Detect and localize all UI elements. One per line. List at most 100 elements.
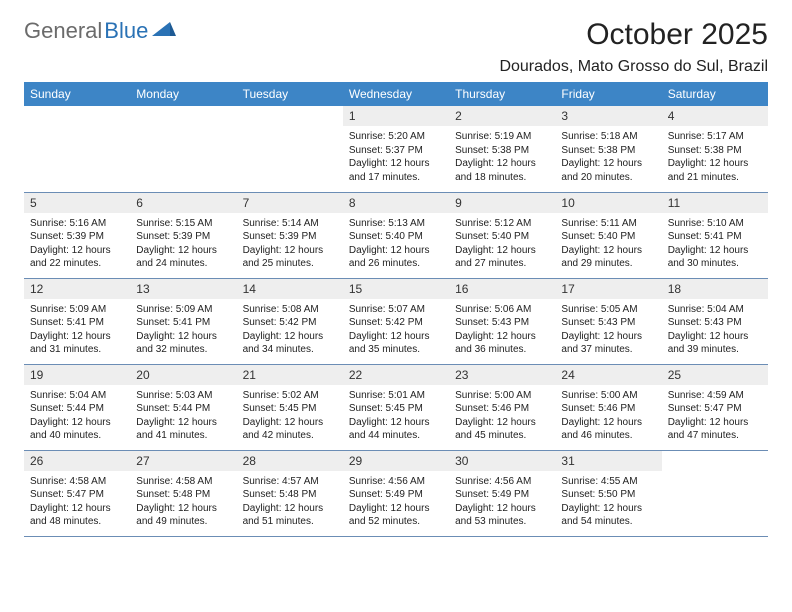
daylight-text: Daylight: 12 hours and 48 minutes. (30, 502, 124, 529)
calendar-cell: 27Sunrise: 4:58 AMSunset: 5:48 PMDayligh… (130, 450, 236, 536)
daylight-text: Daylight: 12 hours and 25 minutes. (243, 244, 337, 271)
daylight-text: Daylight: 12 hours and 18 minutes. (455, 157, 549, 184)
sunset-text: Sunset: 5:40 PM (561, 230, 655, 244)
sunrise-text: Sunrise: 5:08 AM (243, 303, 337, 317)
day-details: Sunrise: 5:00 AMSunset: 5:46 PMDaylight:… (555, 385, 661, 447)
calendar-cell: 14Sunrise: 5:08 AMSunset: 5:42 PMDayligh… (237, 278, 343, 364)
day-details: Sunrise: 4:55 AMSunset: 5:50 PMDaylight:… (555, 471, 661, 533)
sunset-text: Sunset: 5:38 PM (561, 144, 655, 158)
sunset-text: Sunset: 5:42 PM (349, 316, 443, 330)
day-number: 8 (343, 193, 449, 213)
day-number: 31 (555, 451, 661, 471)
sunrise-text: Sunrise: 4:56 AM (455, 475, 549, 489)
sunset-text: Sunset: 5:44 PM (30, 402, 124, 416)
daylight-text: Daylight: 12 hours and 26 minutes. (349, 244, 443, 271)
title-block: October 2025 Dourados, Mato Grosso do Su… (499, 18, 768, 76)
calendar-row: 12Sunrise: 5:09 AMSunset: 5:41 PMDayligh… (24, 278, 768, 364)
sunset-text: Sunset: 5:40 PM (455, 230, 549, 244)
sunrise-text: Sunrise: 5:17 AM (668, 130, 762, 144)
daylight-text: Daylight: 12 hours and 41 minutes. (136, 416, 230, 443)
day-details: Sunrise: 5:03 AMSunset: 5:44 PMDaylight:… (130, 385, 236, 447)
calendar-body: 1Sunrise: 5:20 AMSunset: 5:37 PMDaylight… (24, 106, 768, 536)
sunrise-text: Sunrise: 4:58 AM (30, 475, 124, 489)
logo: GeneralBlue (24, 18, 176, 44)
sunrise-text: Sunrise: 4:58 AM (136, 475, 230, 489)
sunset-text: Sunset: 5:45 PM (349, 402, 443, 416)
daylight-text: Daylight: 12 hours and 37 minutes. (561, 330, 655, 357)
day-details: Sunrise: 4:58 AMSunset: 5:47 PMDaylight:… (24, 471, 130, 533)
day-number: 1 (343, 106, 449, 126)
calendar-cell: 13Sunrise: 5:09 AMSunset: 5:41 PMDayligh… (130, 278, 236, 364)
daylight-text: Daylight: 12 hours and 32 minutes. (136, 330, 230, 357)
day-details: Sunrise: 5:11 AMSunset: 5:40 PMDaylight:… (555, 213, 661, 275)
day-number: 15 (343, 279, 449, 299)
weekday-header: Friday (555, 82, 661, 106)
sunrise-text: Sunrise: 5:11 AM (561, 217, 655, 231)
location-text: Dourados, Mato Grosso do Sul, Brazil (499, 58, 768, 76)
sunset-text: Sunset: 5:48 PM (136, 488, 230, 502)
sunrise-text: Sunrise: 5:09 AM (30, 303, 124, 317)
sunrise-text: Sunrise: 5:18 AM (561, 130, 655, 144)
calendar-cell: 2Sunrise: 5:19 AMSunset: 5:38 PMDaylight… (449, 106, 555, 192)
day-details: Sunrise: 4:58 AMSunset: 5:48 PMDaylight:… (130, 471, 236, 533)
logo-text-gray: General (24, 18, 102, 44)
sunrise-text: Sunrise: 5:19 AM (455, 130, 549, 144)
sunset-text: Sunset: 5:38 PM (668, 144, 762, 158)
sunset-text: Sunset: 5:46 PM (455, 402, 549, 416)
day-number: 21 (237, 365, 343, 385)
calendar-cell: 17Sunrise: 5:05 AMSunset: 5:43 PMDayligh… (555, 278, 661, 364)
sunset-text: Sunset: 5:47 PM (668, 402, 762, 416)
calendar-cell: 26Sunrise: 4:58 AMSunset: 5:47 PMDayligh… (24, 450, 130, 536)
sunset-text: Sunset: 5:43 PM (668, 316, 762, 330)
daylight-text: Daylight: 12 hours and 36 minutes. (455, 330, 549, 357)
weekday-header: Sunday (24, 82, 130, 106)
daylight-text: Daylight: 12 hours and 51 minutes. (243, 502, 337, 529)
calendar-cell: 16Sunrise: 5:06 AMSunset: 5:43 PMDayligh… (449, 278, 555, 364)
day-details: Sunrise: 5:17 AMSunset: 5:38 PMDaylight:… (662, 126, 768, 188)
day-number: 12 (24, 279, 130, 299)
day-details: Sunrise: 5:09 AMSunset: 5:41 PMDaylight:… (130, 299, 236, 361)
daylight-text: Daylight: 12 hours and 31 minutes. (30, 330, 124, 357)
day-details: Sunrise: 5:15 AMSunset: 5:39 PMDaylight:… (130, 213, 236, 275)
sunset-text: Sunset: 5:49 PM (455, 488, 549, 502)
calendar-cell (130, 106, 236, 192)
calendar-cell: 19Sunrise: 5:04 AMSunset: 5:44 PMDayligh… (24, 364, 130, 450)
sunrise-text: Sunrise: 5:12 AM (455, 217, 549, 231)
day-details: Sunrise: 5:04 AMSunset: 5:44 PMDaylight:… (24, 385, 130, 447)
calendar-page: GeneralBlue October 2025 Dourados, Mato … (0, 0, 792, 555)
day-number: 23 (449, 365, 555, 385)
daylight-text: Daylight: 12 hours and 39 minutes. (668, 330, 762, 357)
daylight-text: Daylight: 12 hours and 52 minutes. (349, 502, 443, 529)
calendar-cell: 3Sunrise: 5:18 AMSunset: 5:38 PMDaylight… (555, 106, 661, 192)
day-number: 17 (555, 279, 661, 299)
daylight-text: Daylight: 12 hours and 34 minutes. (243, 330, 337, 357)
daylight-text: Daylight: 12 hours and 46 minutes. (561, 416, 655, 443)
day-details: Sunrise: 5:00 AMSunset: 5:46 PMDaylight:… (449, 385, 555, 447)
sunrise-text: Sunrise: 5:09 AM (136, 303, 230, 317)
day-details: Sunrise: 5:07 AMSunset: 5:42 PMDaylight:… (343, 299, 449, 361)
sunrise-text: Sunrise: 5:13 AM (349, 217, 443, 231)
day-number: 2 (449, 106, 555, 126)
calendar-table: SundayMondayTuesdayWednesdayThursdayFrid… (24, 82, 768, 537)
sunset-text: Sunset: 5:45 PM (243, 402, 337, 416)
day-number: 27 (130, 451, 236, 471)
day-number: 29 (343, 451, 449, 471)
calendar-cell: 21Sunrise: 5:02 AMSunset: 5:45 PMDayligh… (237, 364, 343, 450)
calendar-cell: 9Sunrise: 5:12 AMSunset: 5:40 PMDaylight… (449, 192, 555, 278)
weekday-header: Saturday (662, 82, 768, 106)
weekday-header: Tuesday (237, 82, 343, 106)
day-details: Sunrise: 5:06 AMSunset: 5:43 PMDaylight:… (449, 299, 555, 361)
sunset-text: Sunset: 5:41 PM (136, 316, 230, 330)
day-number: 11 (662, 193, 768, 213)
day-number: 19 (24, 365, 130, 385)
sunset-text: Sunset: 5:43 PM (455, 316, 549, 330)
sunrise-text: Sunrise: 5:15 AM (136, 217, 230, 231)
daylight-text: Daylight: 12 hours and 21 minutes. (668, 157, 762, 184)
calendar-cell: 5Sunrise: 5:16 AMSunset: 5:39 PMDaylight… (24, 192, 130, 278)
day-number: 14 (237, 279, 343, 299)
day-details: Sunrise: 5:04 AMSunset: 5:43 PMDaylight:… (662, 299, 768, 361)
day-details: Sunrise: 5:05 AMSunset: 5:43 PMDaylight:… (555, 299, 661, 361)
sunrise-text: Sunrise: 5:00 AM (561, 389, 655, 403)
weekday-header: Thursday (449, 82, 555, 106)
daylight-text: Daylight: 12 hours and 30 minutes. (668, 244, 762, 271)
